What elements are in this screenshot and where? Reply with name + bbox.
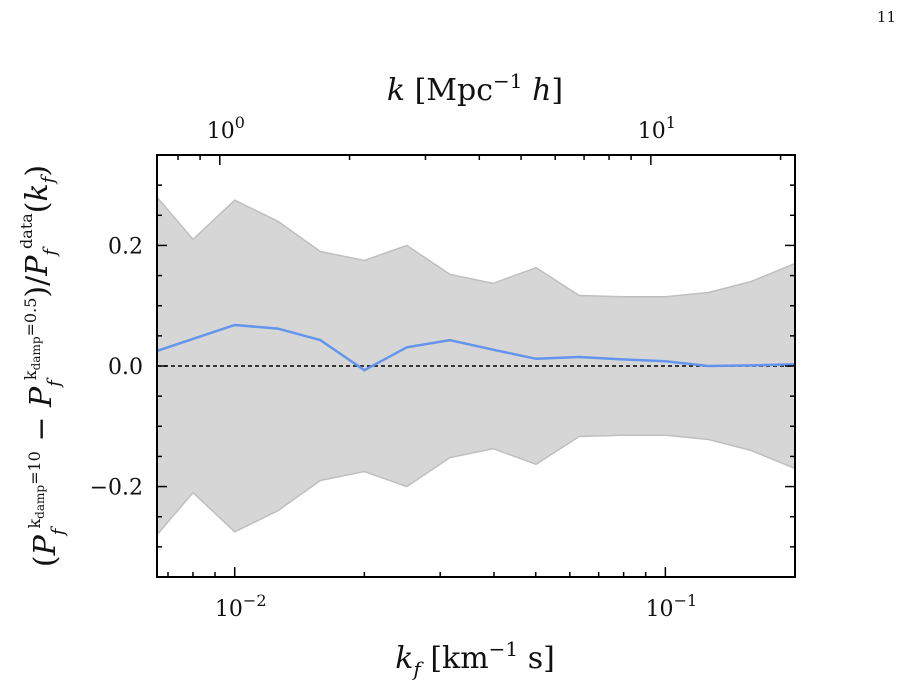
series-layer [156, 323, 796, 372]
x-axis-label: kf [km−1 s] [395, 637, 555, 681]
x-tick-label: 10−2 [215, 591, 267, 622]
page-number: 11 [876, 8, 896, 26]
y-tick-label: −0.2 [90, 476, 143, 501]
tick-labels: −0.2 0.0 0.2 10−2 10−1 100 101 [90, 113, 698, 622]
y-tick-label: 0.0 [108, 355, 143, 380]
series-line-0 [156, 323, 796, 372]
top-tick-label: 100 [207, 113, 245, 144]
y-axis-label: (Pfkdamp=10 − Pfkdamp=0.5)/Pfdata(kf) [17, 165, 69, 567]
top-tick-label: 101 [638, 113, 676, 144]
top-axis-label: k [Mpc−1 h] [387, 69, 563, 108]
y-tick-label: 0.2 [108, 234, 143, 259]
svg-text:(Pfkdamp=10 − Pfkdamp=0.5)/Pfd: (Pfkdamp=10 − Pfkdamp=0.5)/Pfdata(kf) [17, 165, 69, 567]
x-tick-label: 10−1 [646, 591, 698, 622]
ticks [157, 154, 796, 577]
